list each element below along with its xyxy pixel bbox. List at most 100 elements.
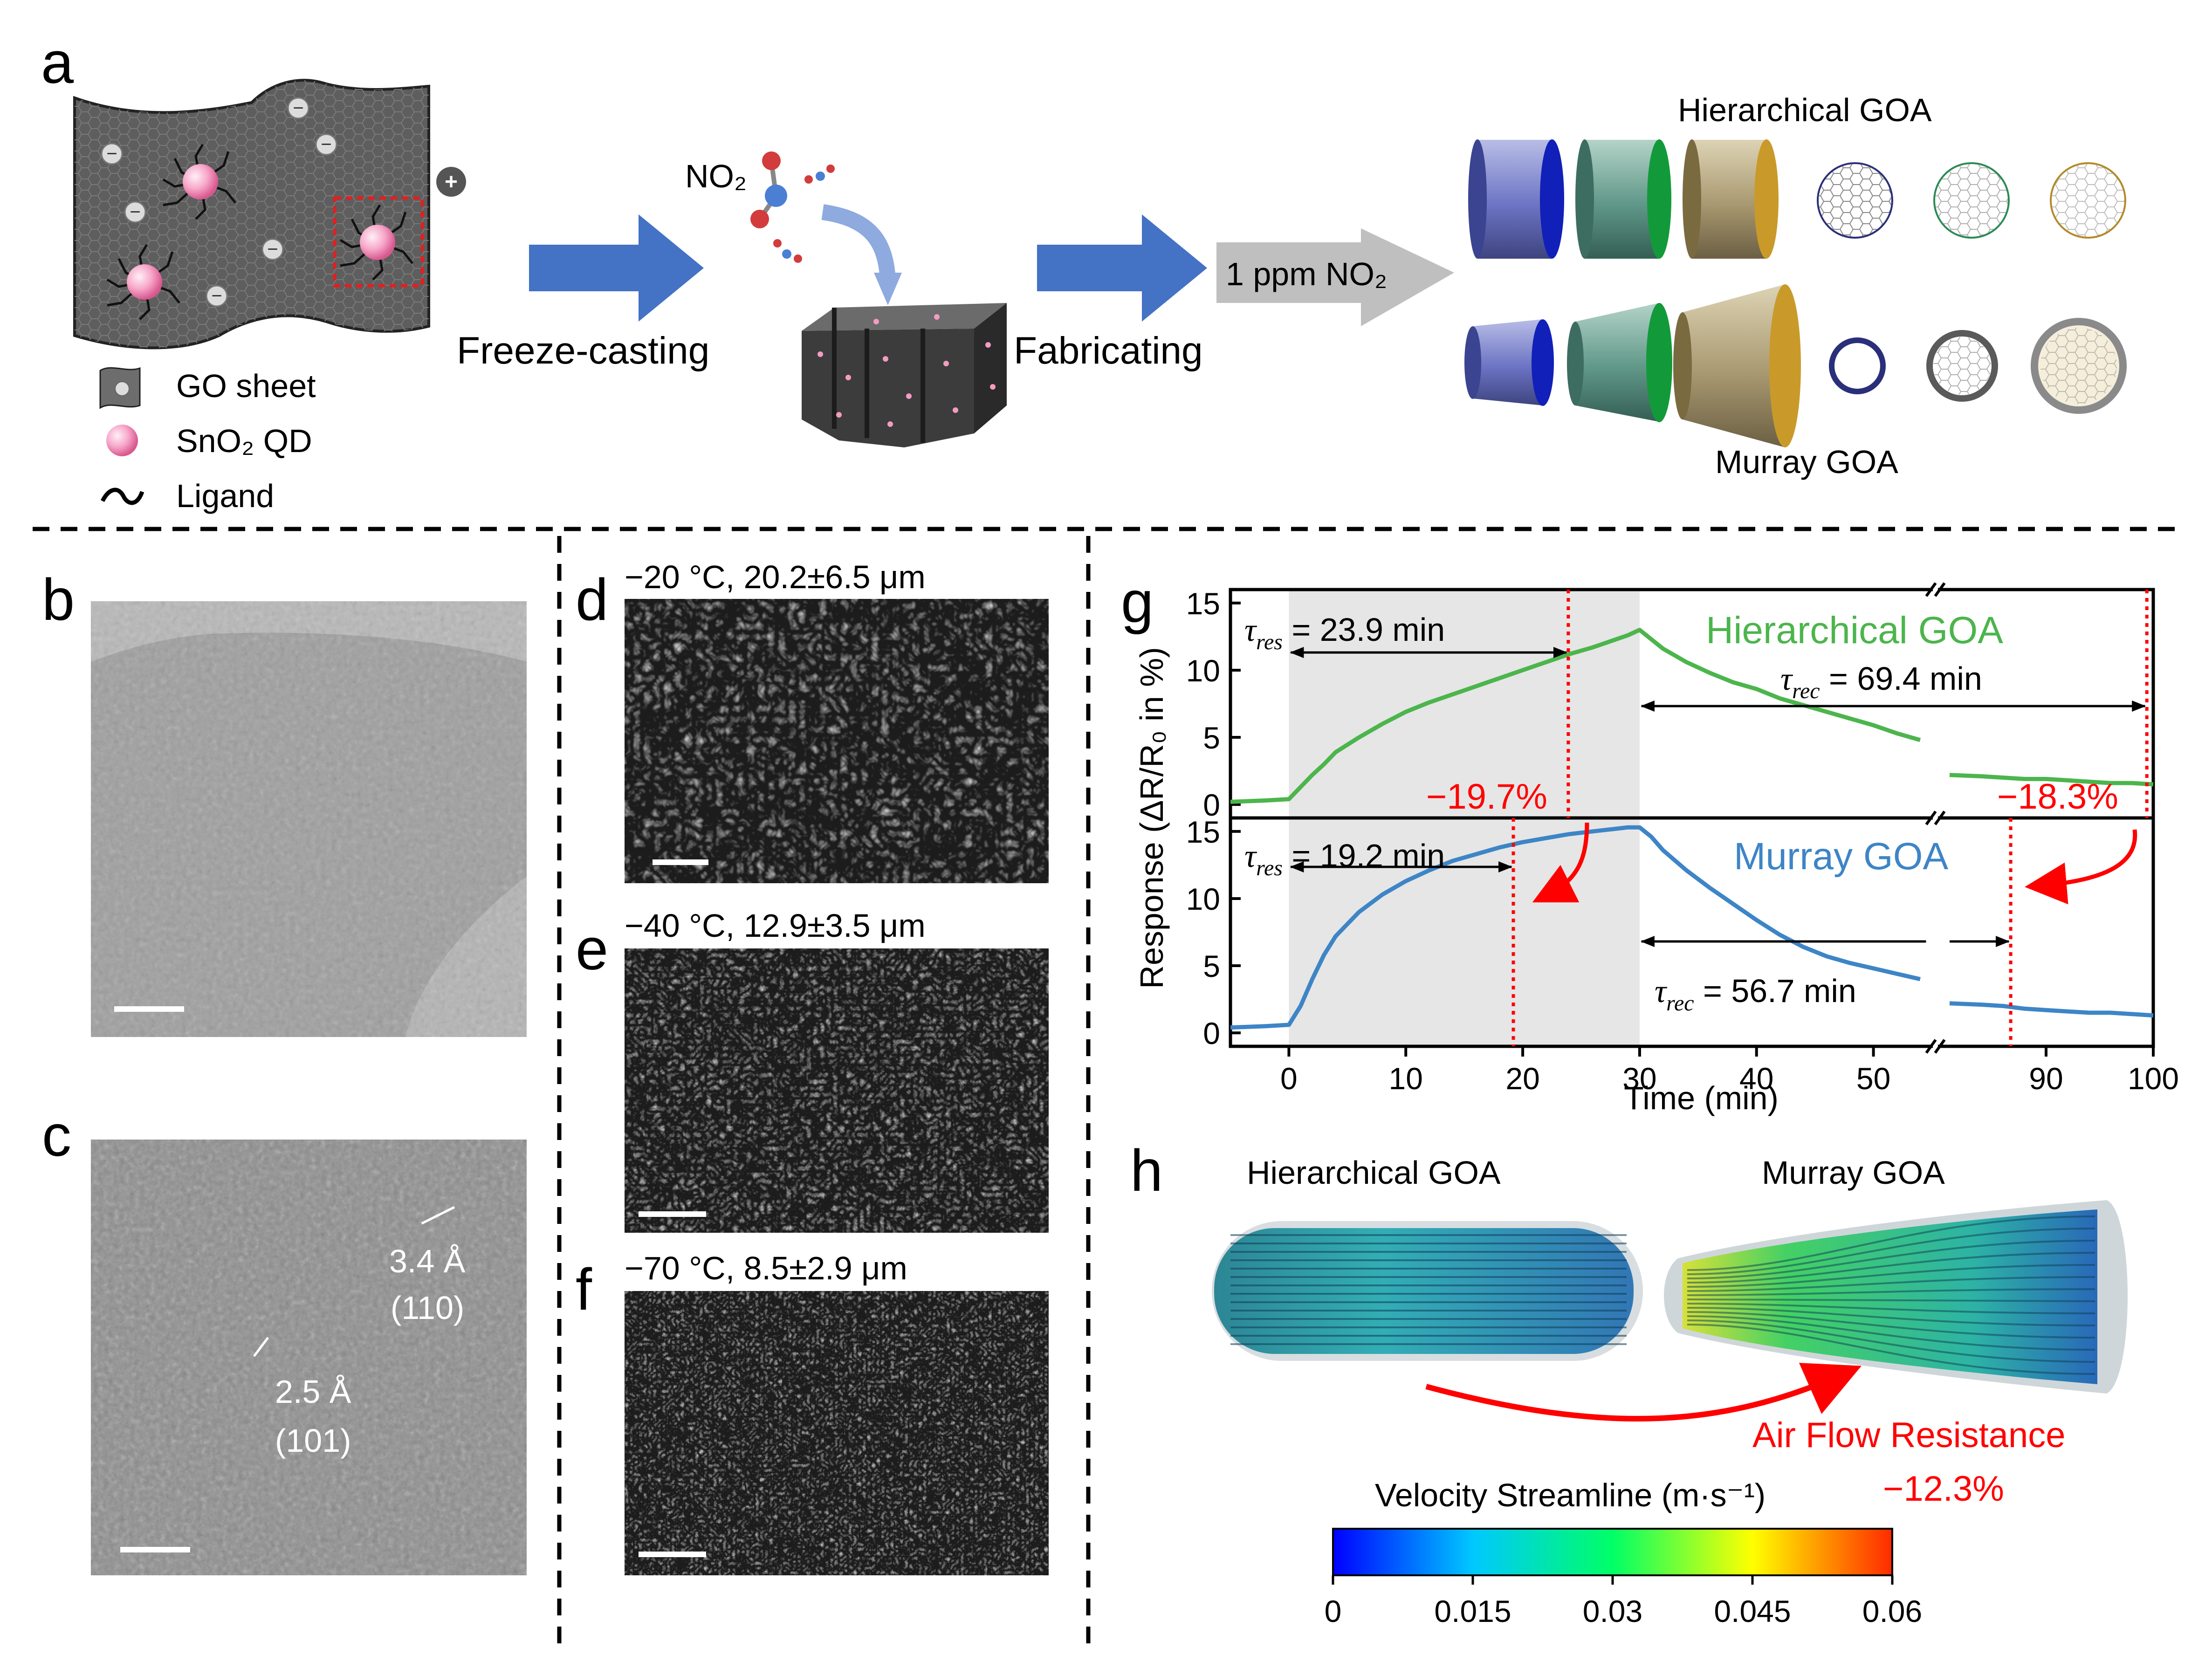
svg-text:−: −: [130, 202, 140, 222]
colorbar-tick-label: 0.06: [1862, 1594, 1922, 1628]
svg-text:−: −: [211, 286, 222, 306]
y-tick-label: 15: [1186, 815, 1220, 849]
tau-rec-label-murray: τrec = 56.7 min: [1655, 973, 1856, 1016]
spacing-110: 3.4 Å: [389, 1243, 466, 1279]
colorbar-tick-label: 0.015: [1434, 1594, 1511, 1628]
resistance-label: Air Flow Resistance: [1752, 1415, 2066, 1455]
series-title-murray: Murray GOA: [1734, 835, 1948, 878]
hier-title-h: Hierarchical GOA: [1247, 1154, 1501, 1191]
colorbar: [1332, 1528, 1893, 1576]
tau-res-label-murray: τres = 19.2 min: [1244, 838, 1445, 880]
hierarchical-flow-sim: [1212, 1221, 1643, 1361]
x-tick-label: 50: [1856, 1061, 1890, 1096]
svg-text:−: −: [267, 239, 278, 260]
legend-a: GO sheet SnO₂ QD Ligand: [99, 367, 316, 514]
axis-break-gap: [1933, 580, 1938, 1056]
murray-title-a: Murray GOA: [1715, 444, 1898, 480]
streamline: [1687, 1288, 2095, 1296]
svg-text:−: −: [293, 98, 303, 118]
panel-a-letter: a: [41, 30, 74, 96]
positive-charge: [436, 167, 466, 197]
panel-b-letter: b: [42, 567, 75, 632]
gas-label: 1 ppm NO₂: [1226, 256, 1387, 292]
colorbar-title: Velocity Streamline (m·s⁻¹): [1375, 1477, 1765, 1513]
streamline: [1687, 1228, 2095, 1275]
step-freeze-casting: Freeze-casting: [457, 330, 709, 372]
break-mark: [1934, 1039, 1946, 1054]
murray-flow-sim: [1664, 1200, 2128, 1394]
panel-e-letter: e: [576, 916, 608, 982]
svg-text:−: −: [106, 144, 117, 164]
colorbar-tick-label: 0.03: [1583, 1594, 1642, 1628]
y-tick-label: 0: [1203, 1016, 1220, 1051]
quantum-dots: [106, 144, 413, 320]
legend-ligand: Ligand: [176, 478, 274, 514]
legend-sno2-qd: SnO₂ QD: [176, 423, 312, 459]
streamline: [1687, 1276, 2095, 1292]
colorbar-tick-label: 0.045: [1714, 1594, 1791, 1628]
pct-arrow-right: [2025, 829, 2137, 905]
panel-c: c 3.4 Å (110) 2.5 Å (101): [42, 1103, 527, 1575]
panel-d-letter: d: [576, 567, 608, 632]
svg-text:−: −: [321, 134, 331, 155]
panel-e: e −40 °C, 12.9±3.5 μm: [576, 907, 1049, 1233]
break-mark: [1934, 810, 1946, 825]
panel-h: h Hierarchical GOA Murray GOA Air Flow R…: [1130, 1138, 2128, 1628]
x-axis-label: Time (min): [1624, 1080, 1779, 1116]
streamline: [1687, 1307, 2095, 1326]
colorbar-ticks: 0 0.015 0.03 0.045 0.06: [1325, 1575, 1922, 1628]
series-line-murray-2: [1949, 1001, 2154, 1018]
plane-110: (110): [391, 1290, 464, 1326]
panel-d: d −20 °C, 20.2±6.5 μm: [576, 559, 1049, 883]
x-tick-label: 0: [1280, 1061, 1298, 1096]
spacing-marker-2: [253, 1337, 269, 1357]
streamline: [1687, 1216, 2095, 1271]
tau-res-label-hierarchical: τres = 23.9 min: [1244, 611, 1445, 654]
y-tick-label: 0: [1203, 788, 1220, 822]
spacing-101: 2.5 Å: [275, 1374, 351, 1410]
panel-c-letter: c: [42, 1103, 71, 1168]
ligand-legend-icon: [100, 488, 144, 505]
y-tick-label: 15: [1186, 586, 1220, 621]
x-tick-label: 30: [1622, 1061, 1656, 1096]
x-tick-label: 40: [1739, 1061, 1773, 1096]
break-mark: [1925, 1039, 1937, 1054]
y-tick-label: 5: [1203, 721, 1220, 755]
negative-charges: [101, 97, 337, 307]
series-title-hierarchical: Hierarchical GOA: [1706, 609, 2003, 652]
panel-h-letter: h: [1130, 1138, 1163, 1203]
break-mark: [1934, 582, 1946, 597]
spacing-marker-1: [421, 1206, 455, 1225]
streamline: [1687, 1303, 2095, 1314]
caption-d: −20 °C, 20.2±6.5 μm: [625, 559, 926, 595]
y-axis-label: Response (ΔR/R₀ in %): [1133, 647, 1170, 989]
gas-arrow: [1216, 228, 1454, 326]
y-tick-label: 5: [1203, 949, 1220, 983]
no2-molecules: NO₂: [685, 151, 902, 305]
murray-title-h: Murray GOA: [1762, 1154, 1945, 1191]
pct-hierarchical-right: −18.3%: [1997, 777, 2118, 817]
streamline: [1687, 1252, 2095, 1284]
zoom-box: [333, 196, 424, 288]
streamline: [1687, 1324, 2095, 1375]
svg-text:+: +: [445, 170, 458, 194]
caption-e: −40 °C, 12.9±3.5 μm: [625, 907, 926, 944]
qd-legend-icon: [106, 425, 138, 456]
break-mark: [1925, 810, 1937, 825]
resistance-pct: −12.3%: [1883, 1469, 2004, 1509]
streamline: [1687, 1319, 2095, 1363]
break-mark: [1925, 582, 1937, 597]
series-line-hierarchical-2: [1949, 773, 2154, 787]
aerogel-block: [802, 303, 1007, 447]
resistance-arrow: [1425, 1363, 1862, 1422]
streamline: [1687, 1311, 2095, 1339]
hierarchical-channels: [1468, 139, 2126, 259]
hier-title-a: Hierarchical GOA: [1678, 92, 1932, 128]
panel-b: b: [42, 567, 527, 1037]
tau-rec-label-hierarchical: τrec = 69.4 min: [1780, 660, 1982, 703]
panel-a: a −−− −−− +: [41, 30, 2127, 514]
plot-frame-2: [1229, 816, 2155, 1048]
x-tick-label: 100: [2128, 1061, 2179, 1096]
